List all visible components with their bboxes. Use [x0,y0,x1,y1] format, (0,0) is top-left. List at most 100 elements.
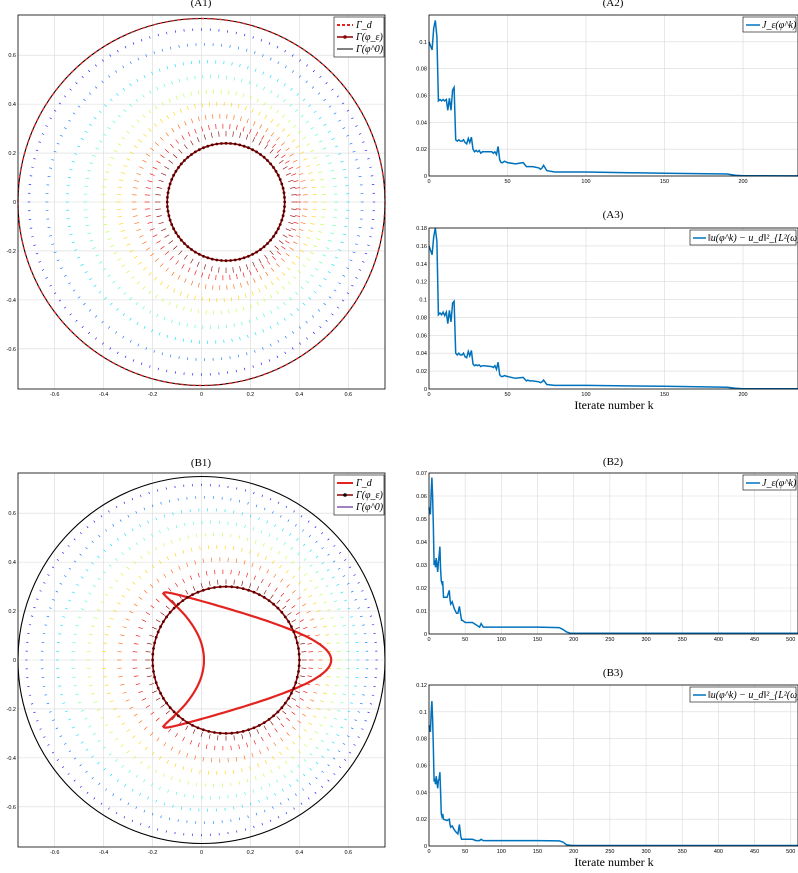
y-tick-label: 0.2 [8,609,16,615]
recovered-marker [170,178,174,181]
recovered-marker [297,652,301,656]
quiver-arrow [270,281,274,286]
quiver-arrow [170,746,174,751]
quiver-arrow [260,39,263,42]
quiver-arrow [135,683,141,686]
recovered-marker [159,625,163,629]
quiver-arrow [132,359,135,362]
quiver-arrow [287,612,292,616]
recovered-marker [168,182,172,186]
quiver-arrow [170,46,172,50]
quiver-arrow [300,180,306,182]
quiver-arrow [290,313,293,316]
quiver-arrow [201,126,204,132]
quiver-arrow [327,609,331,611]
quiver-arrow [243,755,246,760]
quiver-arrow [312,70,315,73]
quiver-arrow [135,806,138,809]
quiver-arrow [177,275,181,280]
quiver-arrow [320,617,324,620]
quiver-arrow [348,751,352,754]
y-tick-label: 0.4 [8,102,16,108]
quiver-arrow [306,706,311,710]
quiver-arrow [123,816,126,819]
quiver-arrow [30,615,34,617]
quiver-arrow [303,243,308,246]
quiver-arrow [284,555,288,560]
quiver-arrow [302,187,307,189]
quiver-arrow [168,98,171,103]
quiver-arrow [126,566,130,570]
quiver-arrow [228,309,230,314]
quiver-arrow [310,179,315,181]
recovered-marker [272,714,275,718]
quiver-arrow [344,225,348,227]
quiver-arrow [331,576,335,579]
quiver-arrow [138,139,142,143]
quiver-arrow [145,651,151,653]
quiver-arrow [203,264,206,270]
quiver-arrow [285,569,289,574]
quiver-arrow [67,177,72,179]
quiver-arrow [246,742,248,748]
recovered-marker [266,159,269,162]
quiver-arrow [264,809,266,813]
quiver-arrow [56,759,59,761]
series-line [428,701,798,847]
x-tick-label: 450 [750,637,759,643]
quiver-arrow [184,121,187,126]
y-tick-label: -0.2 [7,707,16,713]
recovered-marker [241,730,245,733]
quiver-arrow [197,282,200,288]
recovered-marker [267,718,271,721]
recovered-marker [213,731,216,734]
recovered-marker [283,196,286,199]
quiver-arrow [190,768,193,773]
quiver-arrow [155,697,161,701]
quiver-arrow [274,587,278,592]
x-tick-label: 0.6 [344,850,352,856]
panel-b3-plot: 0 50 100 150 200 250 300 350 400 450 50000.020.040… [416,683,798,855]
y-tick-label: 0.06 [416,94,427,100]
quiver-arrow [156,186,162,189]
quiver-arrow [262,773,265,777]
quiver-arrow [340,241,344,243]
quiver-arrow [142,286,146,290]
quiver-arrow [244,33,246,37]
quiver-arrow [294,215,300,217]
quiver-arrow [299,249,304,253]
y-tick-label: 0 [13,658,16,664]
quiver-arrow [293,159,298,163]
quiver-arrow [327,553,330,556]
y-tick-label: 0.01 [416,609,427,615]
quiver-arrow [254,350,256,353]
quiver-arrow [152,234,158,238]
quiver-arrow [83,302,86,306]
recovered-marker [168,218,172,222]
quiver-arrow [117,286,121,290]
quiver-arrow [303,558,307,561]
recovered-marker [297,647,300,650]
quiver-arrow [155,208,161,210]
quiver-arrow [288,222,294,225]
recovered-marker [191,593,195,596]
recovered-marker [177,166,180,169]
series-line [428,227,798,390]
quiver-arrow [259,750,262,755]
quiver-arrow [233,76,235,81]
recovered-marker [242,256,246,260]
quiver-arrow [252,137,256,143]
quiver-arrow [283,301,286,306]
quiver-arrow [98,534,101,538]
x-tick-label: -0.6 [50,392,59,398]
quiver-arrow [332,560,336,563]
y-tick-label: 0.4 [8,560,16,566]
quiver-arrow [355,243,358,245]
quiver-arrow [133,145,138,149]
quiver-arrow [121,552,125,556]
quiver-arrow [68,282,71,285]
recovered-marker [259,248,262,251]
recovered-marker [218,731,222,735]
quiver-arrow [299,342,301,345]
quiver-arrow [297,581,302,585]
